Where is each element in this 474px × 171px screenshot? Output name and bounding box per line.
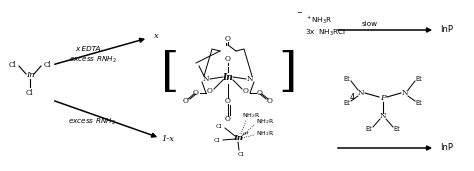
Text: InP: InP xyxy=(440,25,453,35)
Text: N: N xyxy=(358,89,364,97)
Text: O: O xyxy=(225,97,231,105)
Text: NH$_2$R: NH$_2$R xyxy=(256,130,274,139)
Text: $^{-}$: $^{-}$ xyxy=(296,11,303,21)
Text: Cl: Cl xyxy=(44,61,52,69)
Text: 4: 4 xyxy=(349,94,355,102)
Text: P: P xyxy=(380,94,386,102)
Text: InP: InP xyxy=(440,143,453,153)
Text: Et: Et xyxy=(416,76,422,82)
Text: Et: Et xyxy=(344,76,350,82)
Text: Cl: Cl xyxy=(215,123,222,128)
Text: Cl: Cl xyxy=(237,152,245,157)
Text: O: O xyxy=(193,89,199,97)
Text: 3x  NH$_3$RCl: 3x NH$_3$RCl xyxy=(305,28,346,38)
Text: slow: slow xyxy=(362,21,378,27)
Text: NH$_2$R: NH$_2$R xyxy=(242,111,260,120)
Text: ]: ] xyxy=(279,50,297,96)
Text: O: O xyxy=(225,35,231,43)
Text: Et: Et xyxy=(365,126,373,132)
Text: O: O xyxy=(183,97,189,105)
Text: O: O xyxy=(243,87,249,95)
Text: O: O xyxy=(225,115,231,123)
Text: O: O xyxy=(267,97,273,105)
Text: $^+$NH$_3$R: $^+$NH$_3$R xyxy=(305,14,332,26)
Text: NH$_2$R: NH$_2$R xyxy=(256,117,274,126)
Text: N: N xyxy=(402,89,408,97)
Text: Cl: Cl xyxy=(26,89,34,97)
Text: O: O xyxy=(257,89,263,97)
Text: Et: Et xyxy=(344,100,350,106)
Text: x EDTA: x EDTA xyxy=(75,46,101,52)
Text: O: O xyxy=(207,87,213,95)
Text: 1-x: 1-x xyxy=(162,135,174,143)
Text: In: In xyxy=(223,73,233,82)
Text: excess RNH$_2$: excess RNH$_2$ xyxy=(69,55,117,65)
Text: Et: Et xyxy=(416,100,422,106)
Text: N: N xyxy=(380,112,386,120)
Text: O: O xyxy=(225,55,231,63)
Text: In: In xyxy=(233,134,243,142)
Text: Cl: Cl xyxy=(8,61,16,69)
Text: In: In xyxy=(26,71,34,79)
Text: excess RNH$_2$: excess RNH$_2$ xyxy=(68,117,116,127)
Text: Cl: Cl xyxy=(213,139,220,143)
Text: x: x xyxy=(154,32,158,40)
Text: Et: Et xyxy=(393,126,401,132)
Text: N: N xyxy=(203,75,209,83)
Text: N: N xyxy=(247,75,253,83)
Text: [: [ xyxy=(161,50,179,96)
